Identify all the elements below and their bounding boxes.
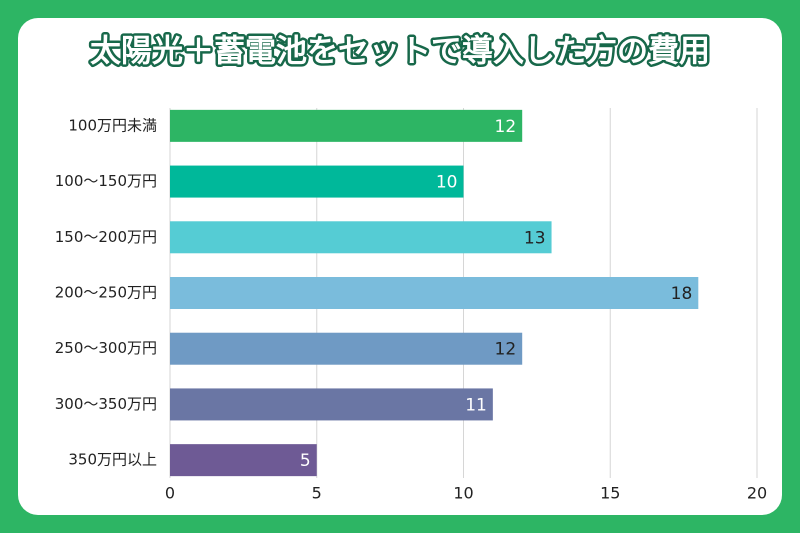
bar (170, 109, 523, 142)
y-tick-label: 250〜300万円 (55, 339, 157, 357)
bar (170, 277, 699, 309)
x-tick-label: 20 (747, 484, 767, 503)
bar (170, 444, 317, 477)
value-label: 18 (671, 284, 693, 304)
value-label: 13 (524, 228, 546, 248)
y-tick-label: 100万円未満 (68, 116, 157, 134)
value-label: 10 (436, 173, 458, 193)
bar (170, 332, 523, 365)
bar (170, 165, 464, 198)
value-label: 5 (300, 451, 311, 471)
y-tick-label: 350万円以上 (68, 451, 157, 469)
x-tick-label: 10 (453, 484, 473, 503)
chart-title: 太陽光＋蓄電池をセットで導入した方の費用 (90, 34, 710, 70)
x-tick-label: 5 (312, 484, 322, 503)
value-label: 11 (465, 395, 487, 415)
x-tick-label: 15 (600, 484, 620, 503)
bar (170, 221, 552, 254)
x-tick-label: 0 (165, 484, 175, 503)
y-tick-label: 150〜200万円 (55, 228, 157, 246)
y-tick-label: 100〜150万円 (55, 172, 157, 190)
y-tick-label: 300〜350万円 (55, 395, 157, 413)
bar (170, 388, 493, 421)
y-tick-label: 200〜250万円 (55, 284, 157, 302)
value-label: 12 (495, 340, 517, 360)
card (18, 18, 782, 515)
value-label: 12 (495, 117, 517, 137)
